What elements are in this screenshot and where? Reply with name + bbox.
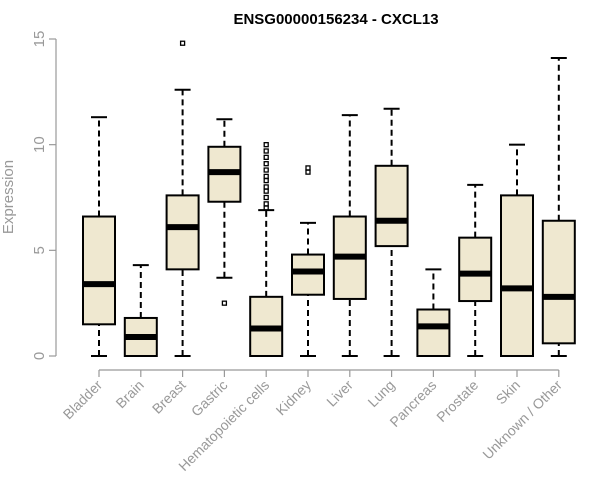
box-group [291,165,325,357]
outlier-point [263,194,269,201]
iqr-box [458,236,493,303]
box-group [541,57,576,357]
outlier-point [263,142,269,148]
y-tick-label: 15 [31,31,48,48]
iqr-box [291,253,325,296]
x-tick-label: Skin [493,377,524,408]
y-axis-label: Expression [0,160,17,234]
x-tick-label: Prostate [433,377,481,425]
box-group [82,116,116,357]
outlier-point [305,165,311,171]
x-tick-label: Bladder [60,377,106,423]
iqr-box [416,308,451,357]
iqr-box [541,219,576,345]
outlier-point [263,173,269,180]
iqr-box [82,215,116,326]
outlier-point [263,167,269,173]
box-group [500,143,534,357]
outlier-point [263,188,269,194]
outlier-point [221,300,228,306]
outlier-point [305,169,311,175]
x-tick-label: Lung [364,377,397,410]
plot-area [82,40,576,357]
box-group [249,142,284,357]
iqr-box [165,194,200,271]
x-tick-label: Unknown / Other [479,377,565,463]
x-tick-label: Kidney [273,377,315,419]
outlier-point [263,184,269,190]
x-tick-label: Brain [112,377,146,411]
outlier-point [263,161,269,167]
outlier-point [263,201,269,207]
outlier-point [263,148,269,154]
iqr-box [374,164,409,248]
box-group [332,114,367,357]
box-group [416,268,451,357]
box-group [458,183,493,357]
y-tick-label: 0 [31,352,48,360]
y-tick-label: 10 [31,136,48,153]
y-axis: 0 5 10 15 [31,31,57,360]
x-tick-label: Breast [149,377,189,417]
box-group [123,264,158,357]
y-tick-label: 5 [31,246,48,254]
box-group [165,40,200,357]
box-group [374,107,409,357]
outlier-point [263,205,269,211]
box-group [207,118,242,306]
outlier-point [179,40,186,46]
iqr-box [500,194,534,357]
x-tick-label: Liver [323,377,356,410]
outlier-point [263,154,269,160]
chart-title: ENSG00000156234 - CXCL13 [233,11,438,28]
outlier-point [263,177,269,184]
